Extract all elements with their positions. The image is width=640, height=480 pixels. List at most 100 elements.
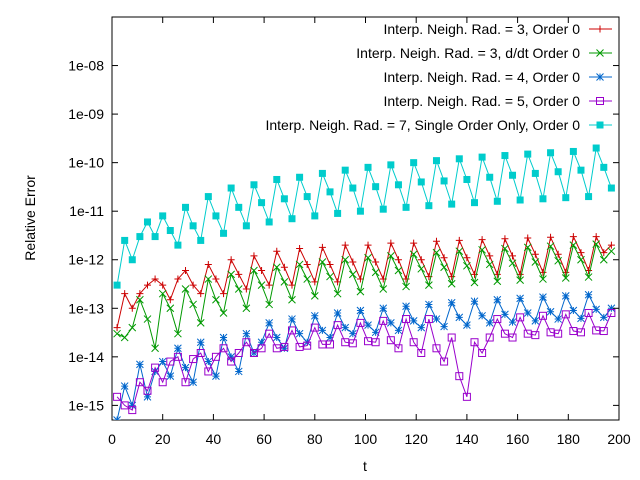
series-1-point (607, 241, 615, 249)
series-2-point (455, 247, 464, 256)
series-3-point (379, 304, 388, 313)
series-2-point (463, 261, 471, 270)
legend-marker-1 (596, 25, 604, 33)
series-4-point (348, 339, 357, 348)
series-1-point (318, 243, 326, 251)
series-1-point (387, 239, 395, 247)
series-4-point (249, 348, 258, 357)
series-2-point (554, 256, 563, 265)
series-1-point (288, 281, 296, 289)
series-2-point (516, 276, 524, 284)
series-2-point (425, 281, 433, 289)
series-4-point (371, 338, 380, 347)
series-2-point (310, 292, 319, 300)
series-4-point (584, 308, 593, 317)
series-5-point (607, 184, 615, 192)
series-1-point (478, 236, 486, 244)
series-1-point (554, 250, 562, 258)
series-2-point (599, 255, 608, 264)
series-5-point (121, 236, 129, 244)
series-5-point (402, 203, 410, 211)
y-tick-label: 1e-13 (68, 300, 104, 316)
series-4-point (394, 344, 403, 353)
series-1-point (311, 278, 319, 286)
series-3-point (364, 321, 372, 329)
series-2-point (234, 285, 243, 293)
series-2-point (204, 275, 213, 283)
series-5-point (280, 195, 288, 203)
series-2-point (386, 252, 395, 260)
series-2-point (364, 253, 372, 262)
series-3-point (174, 344, 182, 353)
series-1-point (159, 281, 167, 289)
series-2-point (212, 295, 220, 304)
series-2-point (356, 287, 365, 296)
series-3-point (136, 360, 144, 369)
series-4-point (135, 378, 144, 387)
series-4-point (295, 342, 304, 351)
series-2-point (181, 285, 190, 293)
series-3-point (227, 352, 235, 361)
series-4-point (257, 344, 266, 353)
series-2-point (174, 329, 182, 338)
series-3-point (447, 298, 456, 307)
series-2-point (409, 250, 418, 259)
series-4-point (561, 310, 570, 319)
series-1-point (182, 267, 190, 275)
series-5-point (440, 177, 448, 185)
x-tick-label: 140 (455, 431, 479, 447)
series-5-point (143, 218, 151, 226)
series-5-point (174, 241, 182, 249)
series-3-point (561, 292, 570, 300)
y-tick-label: 1e-11 (69, 203, 104, 219)
series-4-point (158, 378, 167, 387)
series-1 (113, 233, 615, 332)
series-1-point (227, 256, 235, 264)
series-4-point (151, 363, 160, 372)
series-2-point (113, 329, 121, 338)
series-1-point (121, 290, 129, 298)
series-1-line (116, 235, 612, 328)
series-3-point (120, 382, 129, 390)
series-3-point (386, 319, 395, 327)
series-2-point (531, 258, 540, 266)
series-5-point (448, 200, 456, 208)
legend-label-interp-neigh-rad-4-order-0: Interp. Neigh. Rad. = 4, Order 0 (384, 69, 581, 85)
series-2-point (485, 260, 494, 269)
series-2-point (158, 289, 167, 298)
legend-marker-3 (596, 73, 604, 81)
legend-label-interp-neigh-rad-7-single-order-only-order-0: Interp. Neigh. Rad. = 7, Single Order On… (265, 117, 580, 133)
series-2-point (523, 243, 532, 252)
series-5-point (432, 157, 440, 165)
series-4-point (493, 315, 502, 324)
series-2-point (577, 255, 585, 264)
series-3-point (485, 319, 494, 327)
series-5-point (387, 161, 395, 169)
series-2-point (128, 323, 137, 332)
series-3-point (326, 333, 334, 342)
series-4-point (455, 372, 464, 381)
series-3-point (394, 326, 403, 335)
series-2-point (143, 315, 152, 323)
y-axis-label: Relative Error (22, 175, 38, 261)
series-3 (113, 290, 616, 420)
series-3-point (417, 323, 426, 332)
series-3-point (257, 338, 266, 347)
series-3-point (242, 329, 251, 338)
series-1-point (136, 290, 144, 298)
series-1-point (592, 233, 600, 241)
legend-marker-4 (596, 97, 604, 105)
series-4-point (569, 327, 578, 336)
series-4-point (500, 329, 509, 338)
series-1-point (417, 256, 425, 264)
series-1-point (493, 270, 501, 278)
series-4-point (341, 338, 350, 347)
series-5-point (531, 169, 539, 177)
series-2-point (295, 260, 304, 269)
series-5-point (394, 181, 402, 189)
series-1-point (113, 324, 121, 332)
series-5-point (220, 229, 228, 237)
series-3-point (523, 309, 532, 317)
series-3-point (607, 304, 616, 313)
series-2-point (539, 275, 547, 283)
